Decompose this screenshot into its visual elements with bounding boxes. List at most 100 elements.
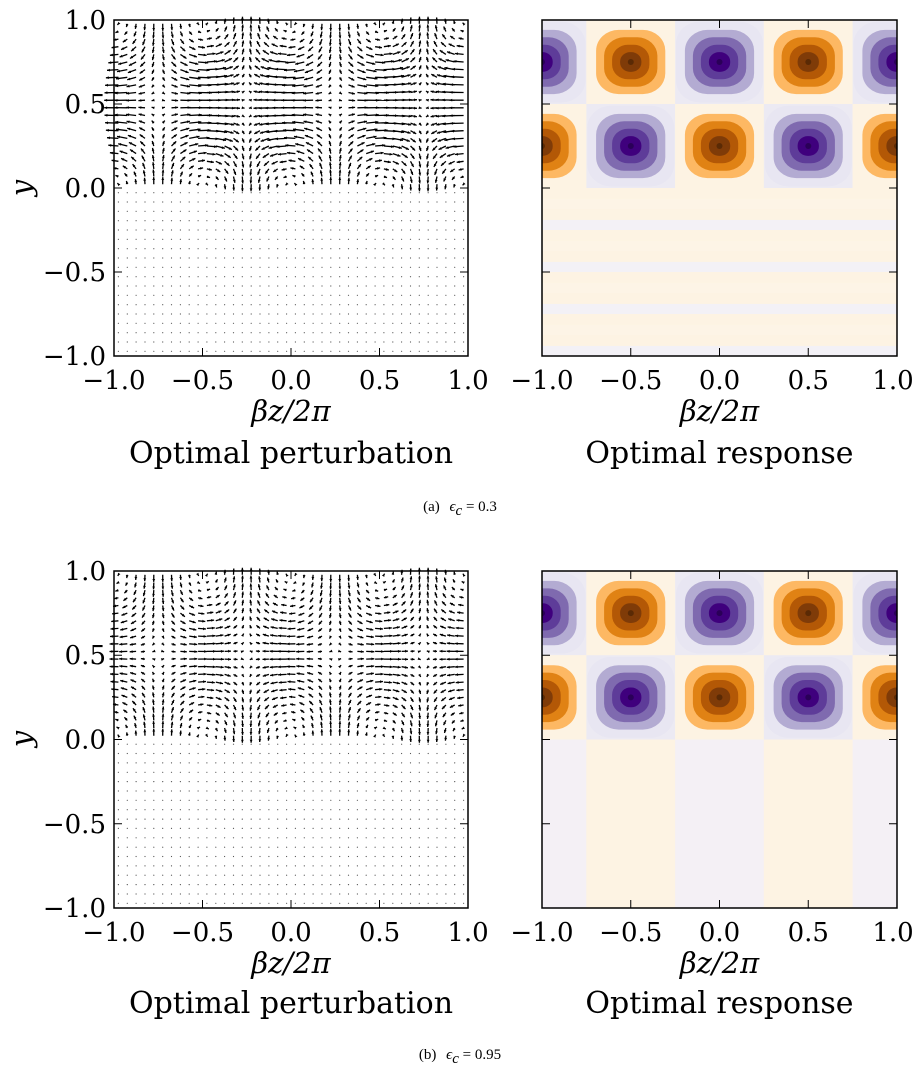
quiver-arrow-b-583 (241, 704, 245, 711)
quiver-head (232, 731, 236, 735)
quiver-dot-a-811 (294, 257, 296, 259)
quiver-dot-a-1205 (383, 313, 385, 315)
quiver-head (271, 161, 275, 165)
quiver-head (220, 665, 224, 669)
quiver-head (442, 82, 446, 86)
quiver-arrow-a-739 (276, 184, 279, 188)
quiver-arrow-b-317 (179, 597, 185, 603)
quiver-head (294, 21, 298, 25)
quiver-dot-b-256 (170, 762, 173, 764)
quiver-dot-a-887 (312, 294, 314, 296)
quiver-dot-a-691 (268, 257, 270, 259)
quiver-arrow-a-219 (161, 177, 165, 185)
quiver-dot-a-52 (126, 248, 128, 250)
quiver-head (233, 608, 237, 612)
quiver-head (253, 98, 257, 102)
quiver-head (261, 147, 265, 150)
quiver-arrow-a-1064 (348, 140, 354, 147)
quiver-dot-a-573 (241, 238, 243, 240)
quiver-dot-a-1486 (445, 304, 447, 306)
quiver-head (241, 73, 245, 77)
quiver-dot-b-697 (268, 752, 270, 755)
quiver-arrow-a-25 (106, 136, 119, 140)
quiver-dot-a-1376 (418, 210, 420, 212)
quiver-arrow-a-1383 (418, 153, 422, 160)
quiver-head (284, 136, 287, 140)
quiver-dot-a-1521 (454, 350, 456, 352)
quiver-dot-b-406 (206, 855, 208, 858)
quiver-arrow-b-474 (215, 618, 223, 622)
quiver-head (205, 182, 208, 186)
quiver-arrow-a-143 (140, 148, 146, 155)
quiver-head (351, 84, 355, 88)
quiver-dot-a-175 (153, 220, 155, 222)
quiver-head (328, 77, 332, 81)
quiver-head (162, 127, 165, 131)
quiver-dot-a-1575 (463, 220, 465, 222)
quiver-dot-a-775 (286, 220, 288, 222)
quiver-dot-a-1217 (383, 201, 385, 203)
quiver-arrow-a-1062 (347, 155, 353, 162)
quiver-dot-b-46 (126, 855, 128, 858)
quiver-arrow-b-438 (206, 588, 211, 592)
quiver-arrow-b-579 (241, 735, 244, 743)
quiver-head (206, 719, 211, 722)
quiver-dot-a-452 (215, 248, 217, 250)
quiver-head (104, 91, 108, 95)
quiver-dot-a-697 (268, 201, 270, 203)
quiver-head (218, 161, 222, 165)
quiver-head (249, 732, 253, 735)
quiver-head (151, 120, 155, 124)
quiver-head (315, 120, 319, 124)
quiver-head (304, 70, 309, 73)
quiver-head (228, 58, 232, 61)
quiver-arrow-a-630 (248, 98, 252, 102)
quiver-head (281, 91, 285, 95)
quiver-arrow-a-1306 (401, 130, 411, 134)
quiver-arrow-a-1067 (348, 120, 355, 124)
quiver-dot-a-1367 (418, 294, 420, 296)
quiver-head (174, 127, 178, 131)
quiver-dot-a-857 (303, 201, 305, 203)
quiver-arrow-a-1240 (382, 22, 386, 26)
quiver-arrow-a-1397 (418, 40, 422, 47)
quiver-head (272, 114, 276, 117)
quiver-head (249, 583, 253, 587)
quiver-arrow-a-156 (140, 53, 146, 60)
quiver-arrow-a-1060 (347, 170, 351, 177)
quiver-dot-a-1568 (463, 285, 465, 287)
quiver-head (418, 172, 422, 176)
quiver-dot-a-1364 (418, 322, 420, 324)
quiver-dot-a-16 (117, 210, 119, 212)
quiver-arrow-b-559 (232, 576, 236, 583)
quiver-arrow-a-1544 (445, 145, 455, 149)
quiver-arrow-a-864 (295, 143, 305, 147)
quiver-dot-b-375 (197, 771, 199, 773)
quiver-arrow-a-1107 (357, 120, 368, 124)
quiver-dot-a-1014 (339, 229, 341, 231)
quiver-head (356, 179, 360, 183)
quiver-dot-b-498 (224, 743, 226, 745)
quiver-arrow-a-544 (233, 145, 239, 152)
quiver-dot-a-1094 (356, 229, 358, 231)
quiver-head (418, 82, 422, 86)
quiver-arrow-a-581 (241, 168, 245, 176)
quiver-head (204, 733, 208, 737)
quiver-arrow-a-1394 (418, 65, 422, 70)
quiver-arrow-b-79 (125, 582, 129, 587)
quiver-dot-b-209 (162, 827, 164, 830)
quiver-dot-a-249 (170, 276, 173, 278)
quiver-arrow-a-1341 (409, 168, 414, 176)
quiver-head (225, 170, 229, 174)
quiver-dot-a-332 (188, 248, 190, 250)
quiver-head (160, 649, 165, 653)
quiver-arrow-a-587 (241, 122, 245, 127)
quiver-arrow-a-20 (115, 174, 119, 178)
quiver-head (436, 82, 440, 85)
quiver-head (249, 642, 253, 646)
quiver-arrow-a-1112 (357, 84, 368, 88)
quiver-dot-a-366 (197, 304, 199, 306)
quiver-arrow-b-430 (206, 650, 216, 653)
quiver-head (315, 84, 319, 88)
quiver-arrow-b-499 (223, 735, 227, 741)
